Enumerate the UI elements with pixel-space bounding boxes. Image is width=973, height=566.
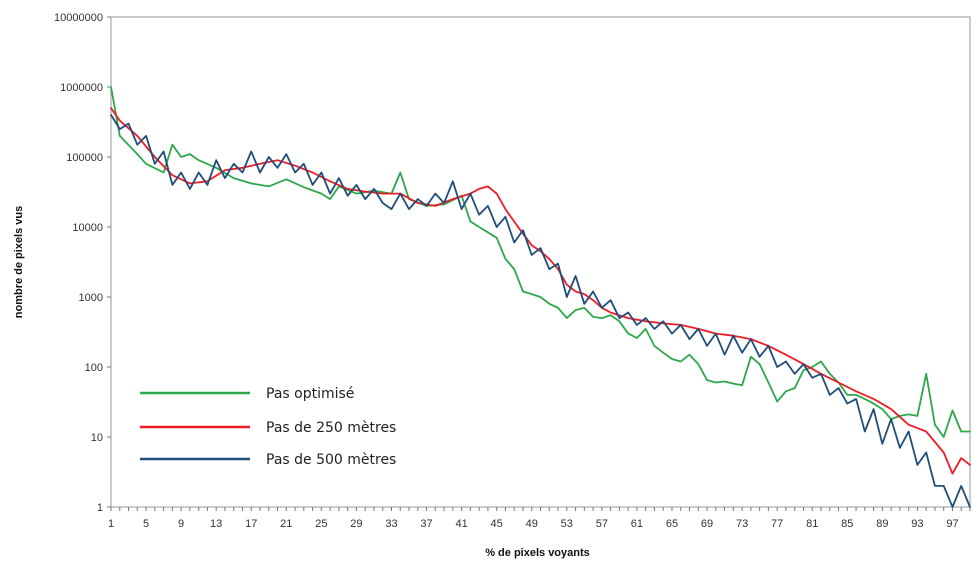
- x-tick-label: 89: [876, 518, 888, 530]
- series-group: [110, 86, 971, 508]
- x-tick-label: 61: [631, 518, 643, 530]
- series-line-3: [110, 114, 971, 508]
- x-tick-label: 9: [178, 518, 184, 530]
- x-tick-label: 37: [420, 518, 432, 530]
- y-tick-label: 1000: [79, 292, 103, 304]
- y-axis: 10000000 1000000 100000 10000 1000 100 10 1: [54, 12, 111, 514]
- x-axis: 1 5 9 13 17 21 25 29 33 37 41 45 49 53 57 61 65 69 73 77 81 8…: [108, 507, 971, 530]
- x-tick-label: 53: [561, 518, 573, 530]
- x-tick-label: 97: [946, 518, 958, 530]
- x-tick-label: 73: [736, 518, 748, 530]
- x-tick-label: 29: [350, 518, 362, 530]
- x-tick-label: 81: [806, 518, 818, 530]
- series-line-2: [110, 107, 971, 475]
- x-tick-label: 45: [491, 518, 503, 530]
- x-tick-label: 13: [210, 518, 222, 530]
- x-tick-label: 5: [143, 518, 149, 530]
- x-tick-label: 65: [666, 518, 678, 530]
- legend-label: Pas de 250 mètres: [266, 420, 396, 436]
- y-tick-label: 1000000: [60, 82, 103, 94]
- y-tick-label: 100000: [66, 152, 103, 164]
- y-tick-label: 10000: [72, 222, 103, 234]
- x-tick-label: 21: [280, 518, 292, 530]
- legend: Pas optimisé Pas de 250 mètres Pas de 500 …: [140, 386, 396, 468]
- y-tick-label: 100: [85, 362, 103, 374]
- x-tick-label: 1: [108, 518, 114, 530]
- legend-label: Pas de 500 mètres: [266, 452, 396, 468]
- plot-border: [110, 16, 971, 508]
- x-tick-label: 69: [701, 518, 713, 530]
- x-tick-label: 49: [526, 518, 538, 530]
- x-tick-label: 17: [245, 518, 257, 530]
- x-tick-label: 57: [596, 518, 608, 530]
- legend-label: Pas optimisé: [266, 386, 354, 402]
- plot-area: [110, 16, 971, 508]
- y-tick-label: 10: [91, 432, 103, 444]
- x-tick-label: 85: [841, 518, 853, 530]
- y-tick-label: 10000000: [54, 12, 103, 24]
- x-tick-label: 93: [911, 518, 923, 530]
- x-axis-title: % de pixels voyants: [485, 547, 590, 559]
- x-tick-label: 25: [315, 518, 327, 530]
- x-tick-label: 41: [455, 518, 467, 530]
- y-tick-label: 1: [97, 502, 103, 514]
- y-axis-title: nombre de pixels vus: [13, 206, 25, 318]
- x-tick-label: 77: [771, 518, 783, 530]
- series-line-1: [110, 86, 971, 438]
- x-tick-label: 33: [385, 518, 397, 530]
